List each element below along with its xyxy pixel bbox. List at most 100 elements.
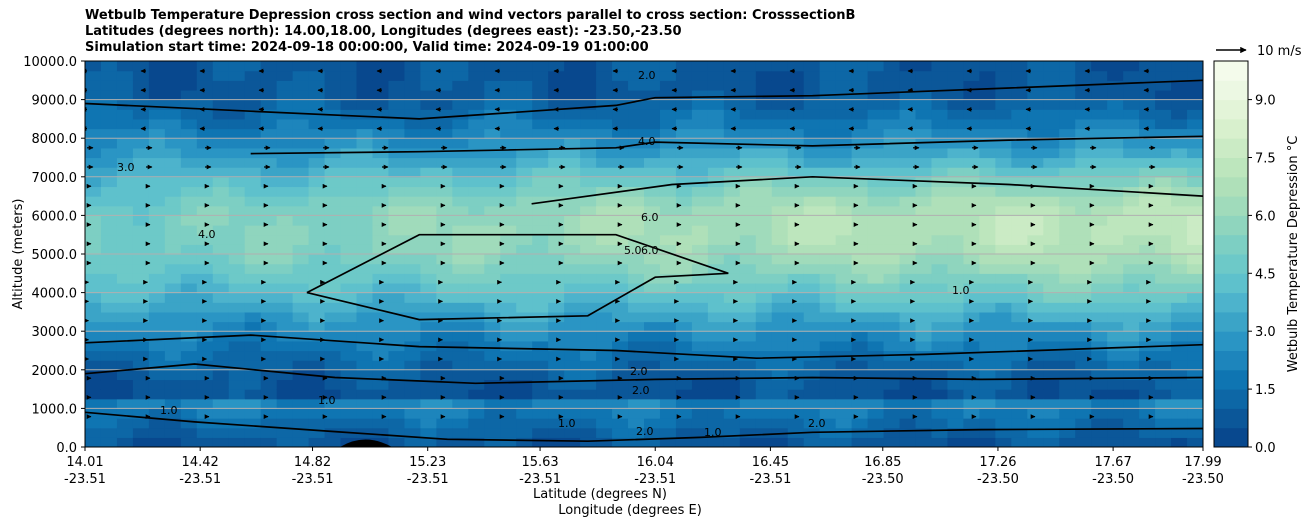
field-cell — [308, 408, 326, 419]
field-cell — [851, 331, 869, 342]
field-cell — [1107, 196, 1124, 207]
field-cell — [883, 205, 901, 216]
x-tick-label-latitude: 15.23 — [409, 455, 446, 470]
terrain-shape — [340, 439, 392, 447]
field-cell — [867, 118, 885, 130]
field-cell — [468, 157, 485, 168]
field-cell — [500, 321, 517, 332]
field-cell — [548, 350, 565, 361]
field-cell — [164, 225, 182, 236]
field-cell — [995, 89, 1012, 101]
field-cell — [436, 408, 453, 419]
field-cell — [1011, 225, 1028, 236]
field-cell — [1027, 99, 1044, 110]
field-cell — [1171, 157, 1188, 168]
field-cell — [548, 80, 565, 91]
field-cell — [771, 254, 789, 265]
field-cell — [1139, 128, 1156, 139]
field-cell — [1043, 273, 1060, 284]
field-cell — [867, 70, 885, 81]
field-cell — [883, 398, 901, 409]
field-cell — [276, 254, 294, 265]
field-cell — [723, 147, 741, 159]
field-cell — [180, 427, 198, 438]
field-cell — [1123, 89, 1140, 101]
field-cell — [580, 437, 597, 447]
field-cell — [196, 302, 214, 313]
field-cell — [324, 167, 342, 178]
field-cell — [963, 61, 980, 72]
field-cell — [1187, 437, 1203, 447]
field-cell — [691, 205, 709, 216]
field-cell — [628, 205, 645, 216]
field-cell — [100, 389, 118, 400]
field-cell — [196, 408, 214, 419]
field-cell — [340, 196, 358, 207]
field-cell — [404, 311, 421, 323]
field-cell — [340, 205, 358, 216]
field-cell — [787, 186, 805, 197]
field-cell — [963, 147, 980, 159]
field-cell — [500, 273, 517, 284]
field-cell — [292, 418, 310, 429]
field-cell — [148, 254, 166, 265]
field-cell — [723, 437, 741, 447]
field-cell — [1171, 302, 1188, 313]
field-cell — [883, 109, 901, 120]
field-cell — [644, 147, 661, 159]
field-cell — [947, 215, 965, 226]
field-cell — [596, 225, 613, 236]
field-cell — [1123, 118, 1140, 130]
field-cell — [500, 292, 517, 303]
field-cell — [212, 408, 230, 419]
field-cell — [787, 118, 805, 130]
field-cell — [867, 408, 885, 419]
field-cell — [388, 331, 406, 342]
field-cell — [787, 138, 805, 149]
field-cell — [596, 61, 613, 72]
field-cell — [1187, 205, 1203, 216]
field-cell — [1075, 205, 1092, 216]
field-cell — [1043, 167, 1060, 178]
field-cell — [739, 157, 757, 168]
field-cell — [260, 109, 278, 120]
field-cell — [1075, 350, 1092, 361]
field-cell — [1011, 311, 1028, 323]
field-cell — [899, 244, 917, 255]
field-cell — [1059, 437, 1076, 447]
field-cell — [340, 418, 358, 429]
field-cell — [436, 215, 453, 226]
field-cell — [1059, 282, 1076, 294]
field-cell — [787, 99, 805, 110]
field-cell — [564, 282, 581, 294]
field-cell — [180, 302, 198, 313]
field-cell — [739, 254, 757, 265]
field-cell — [691, 167, 709, 178]
field-cell — [580, 302, 597, 313]
field-cell — [100, 128, 118, 139]
field-cell — [979, 302, 996, 313]
field-cell — [835, 427, 853, 438]
field-cell — [659, 61, 677, 72]
contour-line — [250, 135, 1203, 155]
field-cell — [1171, 427, 1188, 438]
field-cell — [851, 360, 869, 371]
field-cell — [1091, 61, 1108, 72]
field-cell — [372, 234, 390, 245]
field-cell — [1123, 196, 1140, 207]
field-cell — [340, 234, 358, 245]
field-cell — [947, 350, 965, 361]
field-cell — [180, 292, 198, 303]
field-cell — [516, 61, 533, 72]
field-cell — [835, 176, 853, 188]
field-cell — [1139, 89, 1156, 101]
field-cell — [739, 408, 757, 419]
field-cell — [771, 215, 789, 226]
field-cell — [659, 109, 677, 120]
y-tick-label: 8000.0 — [32, 132, 78, 147]
field-cell — [372, 61, 390, 72]
field-cell — [324, 398, 342, 409]
field-cell — [276, 196, 294, 207]
field-cell — [995, 427, 1012, 438]
field-cell — [404, 369, 421, 381]
